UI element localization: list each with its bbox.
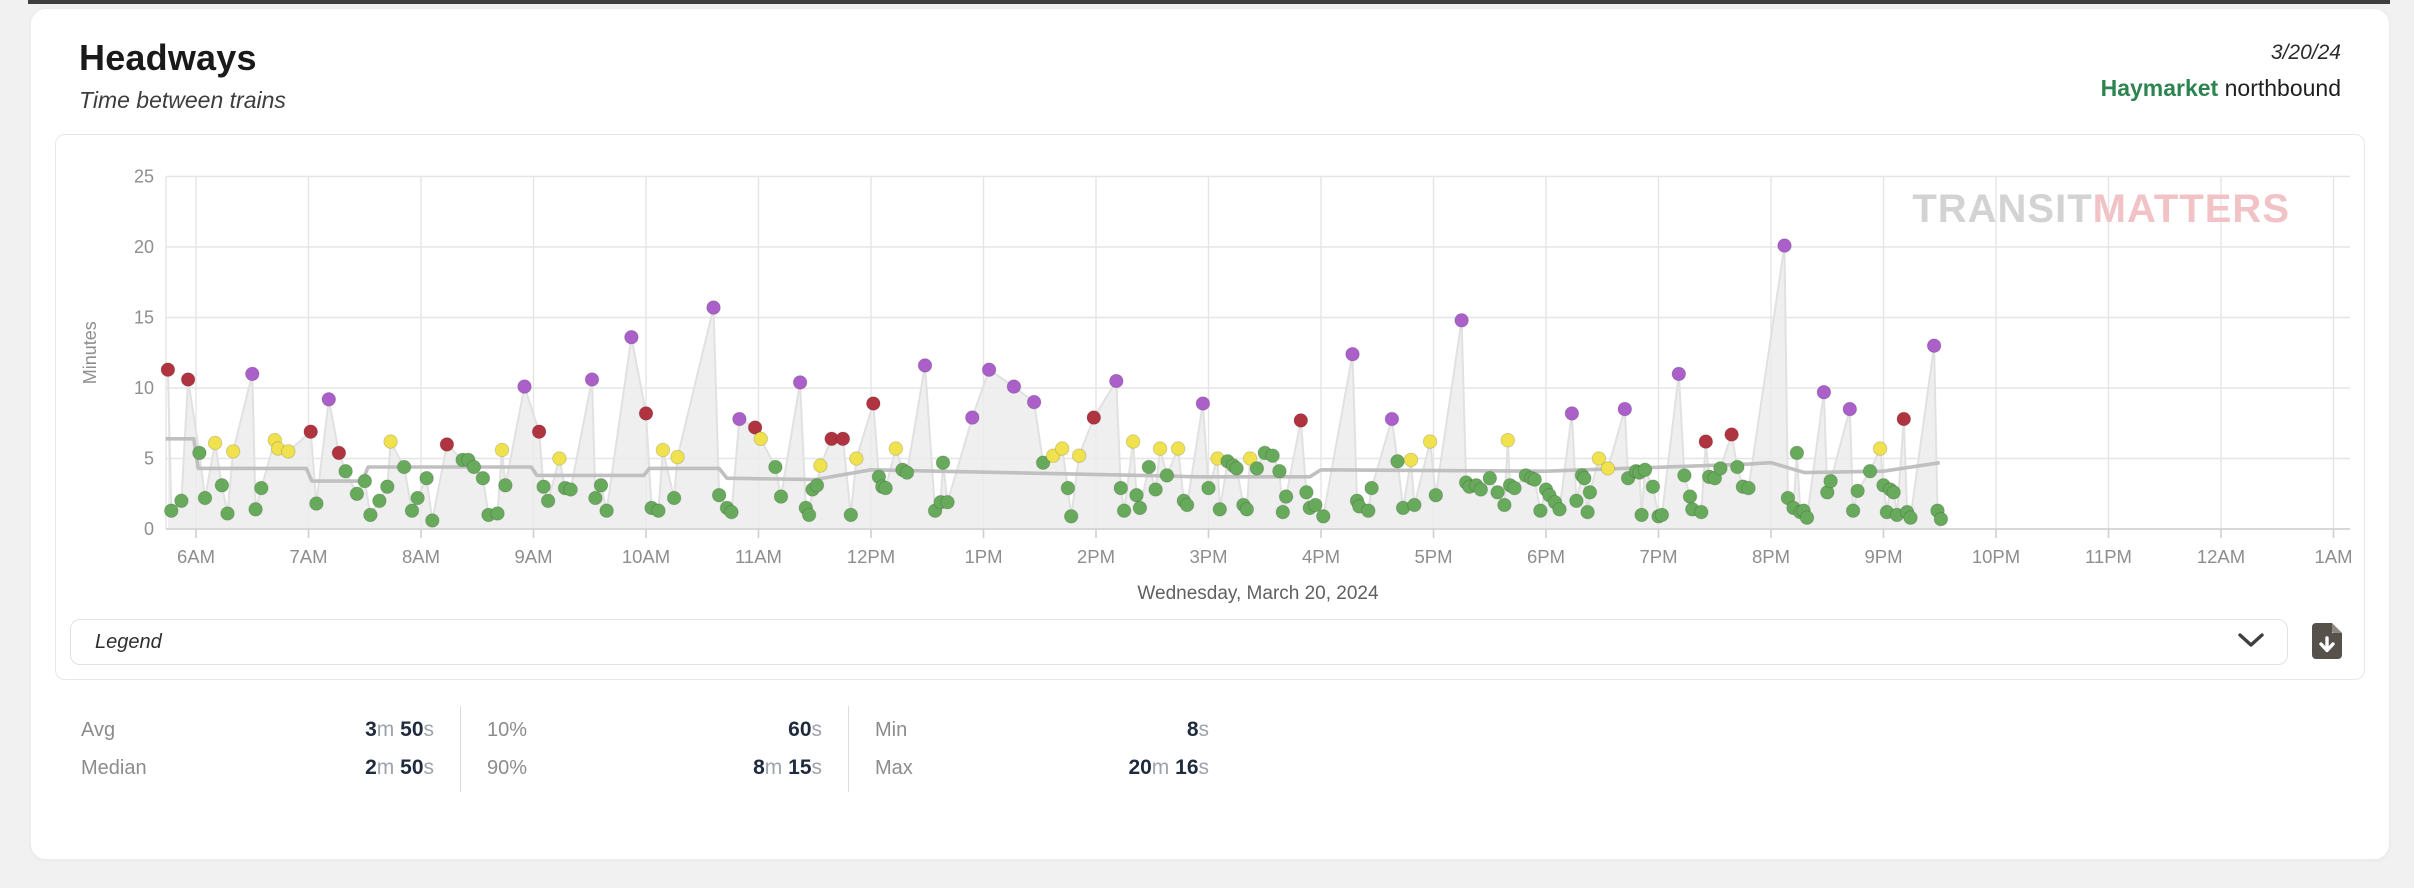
svg-text:11AM: 11AM	[735, 546, 782, 567]
file-download-icon	[2311, 622, 2343, 663]
stat-value: 60s	[788, 718, 822, 741]
headways-card: Headways Time between trains 3/20/24 Hay…	[30, 8, 2390, 860]
download-button[interactable]	[2304, 619, 2350, 665]
x-axis-labels: 6AM 7AM 8AM 9AM 10AM 11AM 12PM 1PM 2PM 3PM 4PM 5PM 6…	[177, 546, 2353, 567]
svg-text:8AM: 8AM	[402, 546, 440, 567]
headway-dots	[160, 238, 1949, 528]
page-subtitle: Time between trains	[79, 87, 286, 113]
legend-dropdown[interactable]: Legend	[70, 619, 2288, 665]
station-direction-label: Haymarket northbound	[2101, 75, 2341, 102]
svg-text:9AM: 9AM	[514, 546, 552, 567]
headways-chart: 0 5 10 15 20 25 Minutes 6AM 7AM 8AM 9AM 10AM 11AM 12P…	[80, 167, 2353, 605]
svg-text:12AM: 12AM	[2197, 546, 2245, 567]
card-header: Headways Time between trains 3/20/24 Hay…	[55, 31, 2365, 114]
svg-text:7AM: 7AM	[289, 546, 327, 567]
stat-value: 8m 15s	[753, 756, 822, 779]
header-right: 3/20/24 Haymarket northbound	[2101, 37, 2341, 102]
stat-label: Max	[875, 757, 913, 779]
stat-row: Avg 3m 50s	[81, 710, 434, 748]
direction-label: northbound	[2218, 75, 2341, 101]
svg-text:25: 25	[134, 167, 154, 187]
stat-label: 90%	[487, 757, 528, 779]
chevron-down-icon	[2237, 632, 2265, 653]
svg-text:20: 20	[134, 237, 154, 257]
svg-text:2PM: 2PM	[1077, 546, 1115, 567]
svg-text:12PM: 12PM	[847, 546, 895, 567]
top-edge-strip	[28, 0, 2390, 4]
svg-text:6PM: 6PM	[1527, 546, 1565, 567]
station-name: Haymarket	[2100, 75, 2219, 101]
svg-text:5PM: 5PM	[1414, 546, 1452, 567]
stat-row: Median 2m 50s	[81, 748, 434, 786]
svg-text:3PM: 3PM	[1189, 546, 1227, 567]
date-label: 3/20/24	[2270, 41, 2341, 64]
legend-row: Legend	[70, 619, 2350, 665]
svg-text:6AM: 6AM	[177, 546, 215, 567]
header-left: Headways Time between trains	[79, 37, 286, 114]
stat-row: 10% 60s	[487, 710, 822, 748]
x-axis-title: Wednesday, March 20, 2024	[1137, 583, 1379, 604]
stat-group: Min 8s Max 20m 16s	[849, 706, 1235, 792]
stat-label: Min	[875, 719, 908, 741]
svg-text:7PM: 7PM	[1639, 546, 1677, 567]
stat-group: Avg 3m 50s Median 2m 50s	[81, 706, 461, 792]
svg-text:1AM: 1AM	[2314, 546, 2352, 567]
stat-row: 90% 8m 15s	[487, 748, 822, 786]
stat-label: Median	[81, 757, 147, 779]
svg-text:0: 0	[144, 519, 154, 539]
stat-group: 10% 60s 90% 8m 15s	[461, 706, 849, 792]
legend-label: Legend	[95, 630, 162, 653]
stat-value: 20m 16s	[1128, 756, 1209, 779]
svg-text:10: 10	[134, 378, 154, 398]
svg-text:11PM: 11PM	[2085, 546, 2132, 567]
svg-text:10PM: 10PM	[1972, 546, 2020, 567]
headway-area	[167, 245, 1941, 529]
stat-value: 2m 50s	[365, 756, 434, 779]
stat-row: Min 8s	[875, 710, 1209, 748]
stat-value: 8s	[1186, 718, 1209, 741]
y-axis-title: Minutes	[80, 321, 100, 384]
page-title: Headways	[79, 37, 257, 78]
svg-text:9PM: 9PM	[1864, 546, 1902, 567]
stat-value: 3m 50s	[365, 718, 434, 741]
chart-panel: 0 5 10 15 20 25 Minutes 6AM 7AM 8AM 9AM 10AM 11AM 12P…	[55, 134, 2365, 680]
stat-label: 10%	[487, 719, 528, 741]
y-axis-labels: 0 5 10 15 20 25	[134, 167, 154, 540]
benchmark-line	[165, 436, 1941, 483]
svg-text:5: 5	[144, 449, 154, 469]
svg-text:8PM: 8PM	[1752, 546, 1790, 567]
stat-row: Max 20m 16s	[875, 748, 1209, 786]
svg-text:4PM: 4PM	[1302, 546, 1340, 567]
svg-text:1PM: 1PM	[964, 546, 1002, 567]
summary-stats: Avg 3m 50s Median 2m 50s 10% 60s 90% 8m 15s Min 8…	[81, 706, 2365, 792]
svg-text:10AM: 10AM	[622, 546, 670, 567]
stat-label: Avg	[81, 719, 116, 741]
svg-text:15: 15	[134, 308, 154, 328]
